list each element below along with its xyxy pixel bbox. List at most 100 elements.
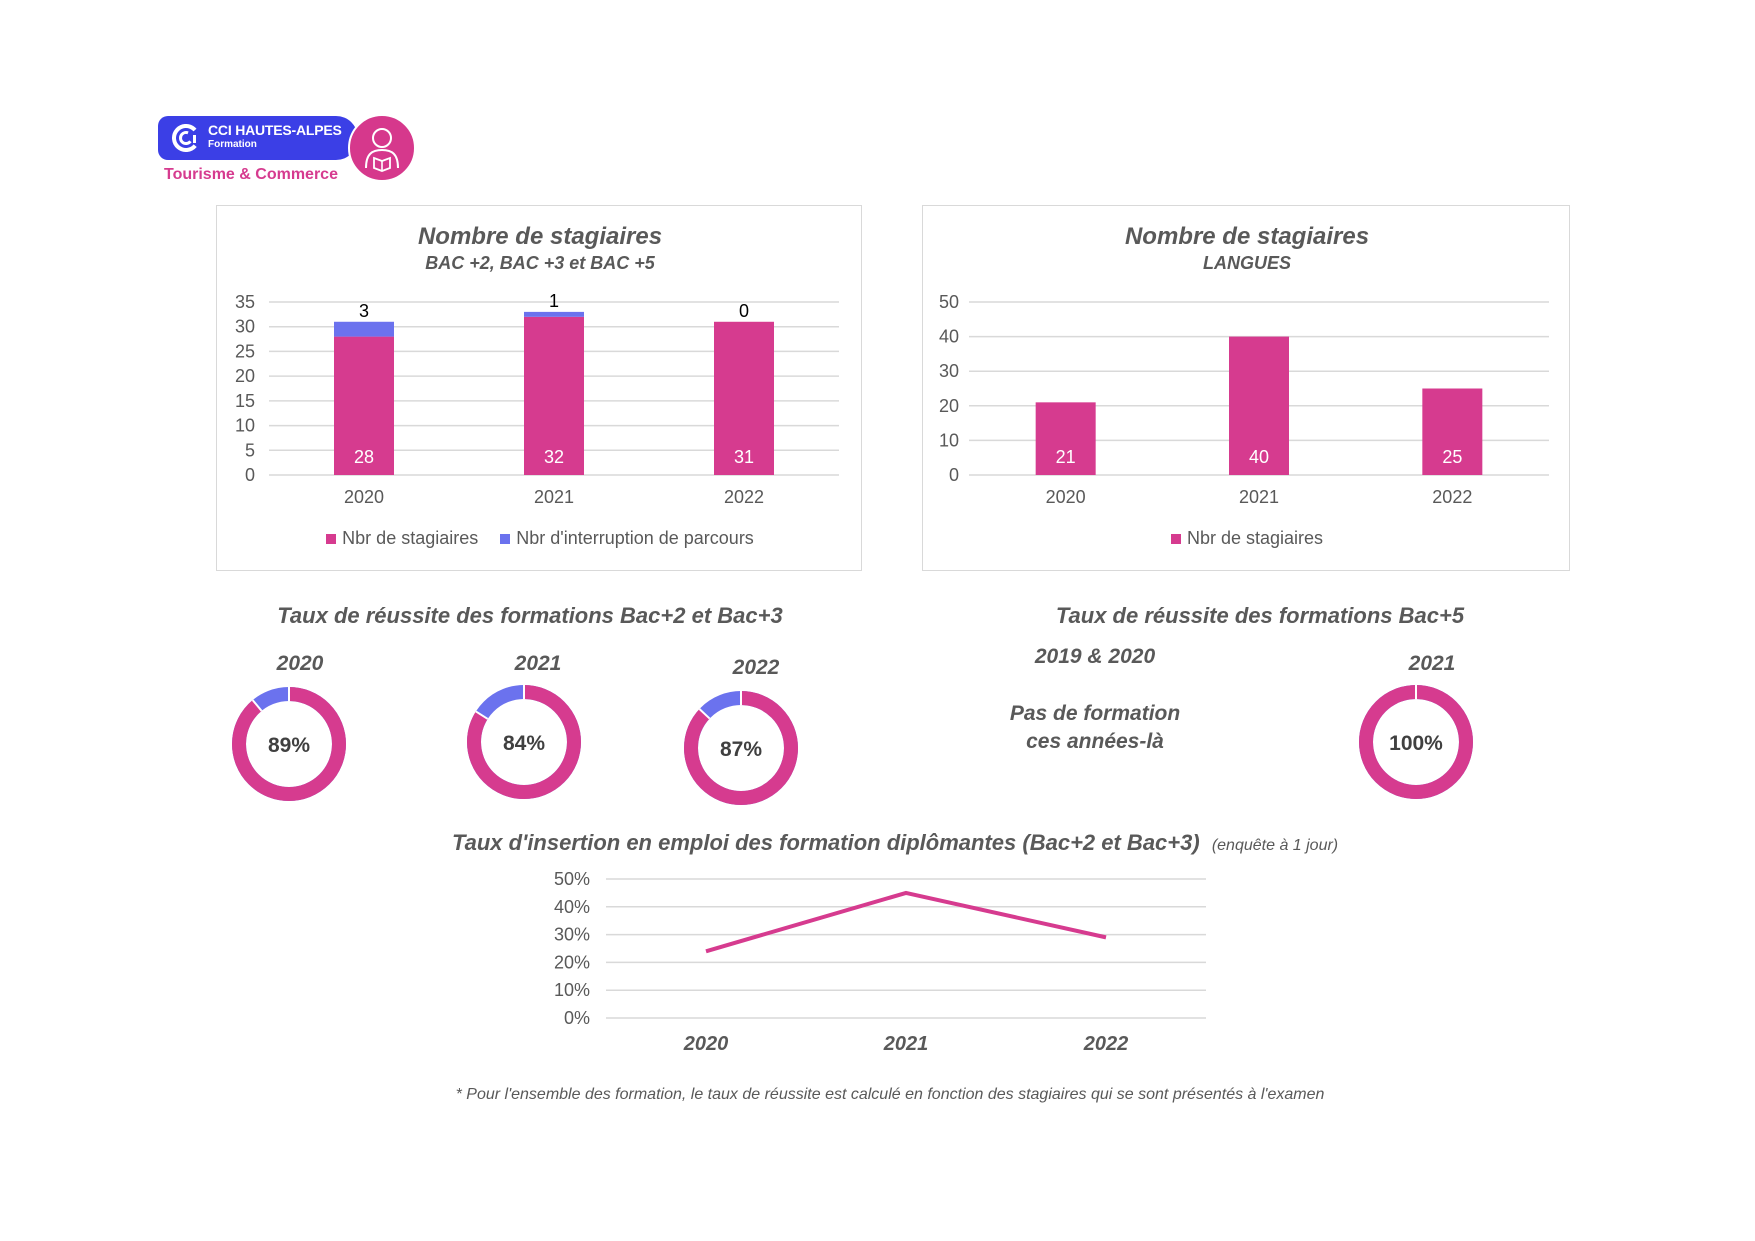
y-tick-label: 15	[235, 391, 255, 411]
donut-value-label: 87%	[720, 738, 762, 761]
person-book-icon	[348, 114, 416, 182]
chart-bac-subtitle: BAC +2, BAC +3 et BAC +5	[425, 253, 655, 273]
donut-separator	[475, 710, 489, 720]
y-tick-label: 0	[245, 465, 255, 485]
bar-stagiaires	[334, 336, 394, 475]
logo-subtitle: Formation	[208, 139, 257, 150]
y-tick-label: 50%	[554, 869, 590, 889]
y-tick-label: 40	[939, 327, 959, 347]
donut-remainder-arc	[232, 687, 346, 801]
donut-year-2020: 2020	[276, 652, 324, 675]
donut-year-2021: 2021	[514, 652, 562, 675]
y-tick-label: 50	[939, 292, 959, 312]
bar-data-label: 3	[359, 301, 369, 321]
donut-value-label: 84%	[503, 732, 545, 755]
y-tick-label: 40%	[554, 897, 590, 917]
donut-separator	[251, 699, 263, 712]
donut-separator	[698, 708, 711, 720]
legend-swatch-pink	[326, 533, 337, 544]
bar-interruption	[334, 321, 394, 337]
chart-bac-box: Nombre de stagiaires BAC +2, BAC +3 et B…	[216, 205, 862, 571]
x-tick-label: 2022	[724, 487, 764, 507]
donut-value-label: 100%	[1389, 732, 1443, 755]
bar-data-label: 25	[1442, 447, 1462, 467]
x-tick-label: 2022	[1083, 1033, 1129, 1055]
cci-logo-icon	[172, 124, 200, 152]
line-chart-title: Taux d'insertion en emploi des formation…	[452, 830, 1338, 856]
footnote: * Pour l'ensemble des formation, le taux…	[455, 1086, 1325, 1103]
y-tick-label: 30	[235, 317, 255, 337]
logo: CCI HAUTES-ALPES Formation Tourisme & Co…	[158, 114, 418, 190]
x-tick-label: 2022	[1432, 487, 1472, 507]
y-tick-label: 0%	[564, 1008, 590, 1028]
x-tick-label: 2021	[1239, 487, 1279, 507]
bar-data-label: 32	[544, 447, 564, 467]
bar-data-label: 40	[1249, 447, 1269, 467]
line-chart-title-text: Taux d'insertion en emploi des formation…	[452, 830, 1200, 855]
donut-success-arc	[232, 687, 346, 801]
y-tick-label: 0	[949, 465, 959, 485]
y-tick-label: 30	[939, 361, 959, 381]
bar-stagiaires	[1229, 336, 1289, 475]
donut-value-label: 89%	[268, 734, 310, 757]
x-tick-label: 2020	[344, 487, 384, 507]
legend-label: Nbr de stagiaires	[1186, 528, 1324, 548]
y-tick-label: 20	[235, 366, 255, 386]
bar-data-label: 0	[739, 301, 749, 321]
bar-data-label: 1	[549, 291, 559, 311]
logo-tagline: Tourisme & Commerce	[164, 166, 338, 183]
x-tick-label: 2021	[883, 1033, 929, 1055]
chart-bac-plot: 0 5 10 15 20 25 30 35 28 3 2020 32 1 2021 31 0 2022	[235, 291, 839, 507]
legend-label: Nbr de stagiaires	[342, 528, 479, 548]
bar-interruption	[524, 311, 584, 317]
donut-success-arc	[1359, 685, 1473, 799]
y-tick-label: 10	[235, 416, 255, 436]
bar-stagiaires	[524, 316, 584, 475]
chart-langues-subtitle: LANGUES	[1202, 253, 1291, 273]
y-tick-label: 5	[245, 440, 255, 460]
donut-year-bac5-2021: 2021	[1408, 652, 1456, 675]
line-series	[705, 890, 1107, 954]
y-tick-label: 25	[235, 341, 255, 361]
legend-item-stagiaires: Nbr de stagiaires	[326, 528, 478, 549]
y-tick-label: 20%	[554, 952, 590, 972]
legend-item-stagiaires: Nbr de stagiaires	[1170, 528, 1324, 549]
y-tick-label: 10	[939, 430, 959, 450]
chart-bac-title: Nombre de stagiaires	[417, 223, 663, 250]
bar-data-label: 31	[734, 447, 754, 467]
donut-remainder-arc	[467, 685, 581, 799]
legend-swatch-pink	[1170, 533, 1181, 544]
chart-langues-plot: 0 10 20 30 40 50 21 2020 40 2021 25 2022	[939, 292, 1549, 507]
chart-bac-legend: Nbr de stagiaires Nbr d'interruption de …	[217, 528, 863, 549]
chart-langues-legend: Nbr de stagiaires	[923, 528, 1571, 549]
logo-banner: CCI HAUTES-ALPES Formation	[158, 116, 358, 160]
donut-bac5-no-training-years: 2019 & 2020	[1034, 645, 1156, 668]
bar-data-label: 21	[1056, 447, 1076, 467]
donut-remainder-arc	[684, 691, 798, 805]
x-tick-label: 2021	[534, 487, 574, 507]
y-tick-label: 30%	[554, 925, 590, 945]
bar-stagiaires	[1422, 388, 1483, 475]
logo-name: CCI HAUTES-ALPES	[208, 122, 342, 138]
donut-bac5-title: Taux de réussite des formations Bac+5	[1055, 603, 1465, 628]
legend-item-interruption: Nbr d'interruption de parcours	[500, 528, 754, 549]
chart-langues-box: Nombre de stagiaires LANGUES 0 10 20 30 40 50…	[922, 205, 1570, 571]
legend-label: Nbr d'interruption de parcours	[516, 528, 754, 548]
legend-swatch-blue	[500, 533, 511, 544]
y-tick-label: 35	[235, 292, 255, 312]
bar-data-label: 28	[354, 447, 374, 467]
y-tick-label: 10%	[554, 980, 590, 1000]
x-tick-label: 2020	[683, 1033, 729, 1055]
bar-stagiaires	[1035, 402, 1096, 475]
bar-stagiaires	[714, 321, 774, 475]
donut-remainder-arc	[1359, 685, 1473, 799]
y-tick-label: 20	[939, 396, 959, 416]
donut-bac5-no-training-line1: Pas de formation	[1009, 702, 1181, 725]
donut-bac23-title: Taux de réussite des formations Bac+2 et…	[277, 603, 783, 628]
chart-langues-title: Nombre de stagiaires	[1124, 223, 1370, 250]
donut-bac5-no-training-line2: ces années-là	[1026, 730, 1164, 753]
donut-year-2022: 2022	[732, 656, 780, 679]
donut-success-arc	[684, 691, 798, 805]
line-chart-title-note: (enquête à 1 jour)	[1211, 837, 1339, 854]
donut-success-arc	[467, 685, 581, 799]
